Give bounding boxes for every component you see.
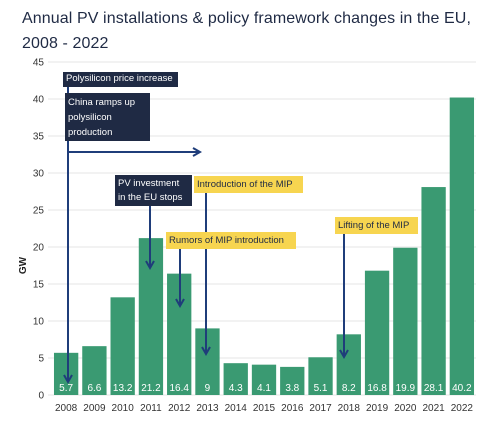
data-label-2012: 16.4 <box>169 383 189 394</box>
data-label-2009: 6.6 <box>87 383 101 394</box>
x-tick-label: 2017 <box>309 403 332 414</box>
y-tick-label: 25 <box>33 206 45 217</box>
axes: 0 5 10 15 20 25 30 35 40 45 GW 2008 2009 2010 2011 2012… <box>18 58 473 415</box>
y-tick-label: 40 <box>33 95 45 106</box>
bar-2013 <box>195 328 220 395</box>
annotation-text: in the EU stops <box>118 192 183 203</box>
bar-2020 <box>393 247 418 395</box>
data-label-2022: 40.2 <box>452 383 472 394</box>
annotation-text: PV investment <box>118 178 180 189</box>
data-label-2011: 21.2 <box>141 383 161 394</box>
y-tick-label: 10 <box>33 317 45 328</box>
data-label-2013: 9 <box>205 383 211 394</box>
bar-2017 <box>308 357 333 395</box>
bar-2014 <box>223 363 248 395</box>
x-tick-label: 2015 <box>253 403 276 414</box>
annotation-text: Lifting of the MIP <box>338 220 409 231</box>
x-tick-label: 2014 <box>225 403 248 414</box>
y-axis-label: GW <box>18 256 29 274</box>
annotation-box <box>166 232 296 249</box>
data-label-2021: 28.1 <box>424 383 444 394</box>
annotation-text: polysilicon <box>68 112 112 123</box>
x-tick-label: 2020 <box>394 403 417 414</box>
data-label-2008: 5.7 <box>59 383 73 394</box>
bar-2021 <box>421 187 446 395</box>
annotation-text: Rumors of MIP introduction <box>169 235 284 246</box>
x-tick-label: 2008 <box>55 403 78 414</box>
annotation-text: production <box>68 127 112 138</box>
data-label-2017: 5.1 <box>314 383 328 394</box>
bar-2018 <box>336 334 361 395</box>
bar-2009 <box>82 346 107 395</box>
annotation-text: Polysilicon price increase <box>66 73 173 84</box>
x-tick-label: 2019 <box>366 403 389 414</box>
annotation-box <box>63 72 178 87</box>
bar-2022 <box>449 97 475 396</box>
x-tick-label: 2013 <box>196 403 219 414</box>
annotations: Polysilicon price increase China ramps up… <box>63 72 418 249</box>
x-tick-label: 2016 <box>281 403 304 414</box>
bar-2008 <box>53 352 79 395</box>
annotation-box <box>115 175 192 206</box>
data-label-2019: 16.8 <box>367 383 387 394</box>
bar-2010 <box>110 297 135 395</box>
x-tick-label: 2018 <box>338 403 361 414</box>
y-tick-label: 45 <box>33 58 45 69</box>
y-tick-label: 20 <box>33 243 45 254</box>
data-label-2016: 3.8 <box>285 383 299 394</box>
x-tick-label: 2010 <box>112 403 135 414</box>
y-tick-label: 0 <box>38 391 44 402</box>
bar-2015 <box>251 364 277 395</box>
annotation-box <box>194 176 303 193</box>
x-tick-label: 2022 <box>451 403 474 414</box>
y-tick-label: 35 <box>33 132 45 143</box>
annotation-text: Introduction of the MIP <box>197 179 293 190</box>
data-label-2015: 4.1 <box>257 383 271 394</box>
x-tick-label: 2011 <box>140 403 162 414</box>
data-label-2020: 19.9 <box>396 383 416 394</box>
x-tick-label: 2021 <box>422 403 445 414</box>
data-label-2014: 4.3 <box>229 383 243 394</box>
data-label-2010: 13.2 <box>113 383 133 394</box>
chart-title: Annual PV installations & policy framewo… <box>22 10 471 52</box>
data-label-2018: 8.2 <box>342 383 356 394</box>
y-tick-label: 15 <box>33 280 45 291</box>
annotation-box <box>65 93 150 141</box>
x-tick-label: 2009 <box>83 403 106 414</box>
x-tick-label: 2012 <box>168 403 191 414</box>
y-tick-label: 5 <box>38 354 44 365</box>
annotation-box <box>335 217 418 234</box>
annotation-text: China ramps up <box>68 97 135 108</box>
bar-2016 <box>280 366 305 395</box>
bar-2019 <box>364 270 390 395</box>
bars: 5.7 6.6 13.2 21.2 16.4 9 4.3 4.1 3.8 5.1 8.2 16.8 19… <box>53 97 475 396</box>
y-tick-label: 30 <box>33 169 45 180</box>
